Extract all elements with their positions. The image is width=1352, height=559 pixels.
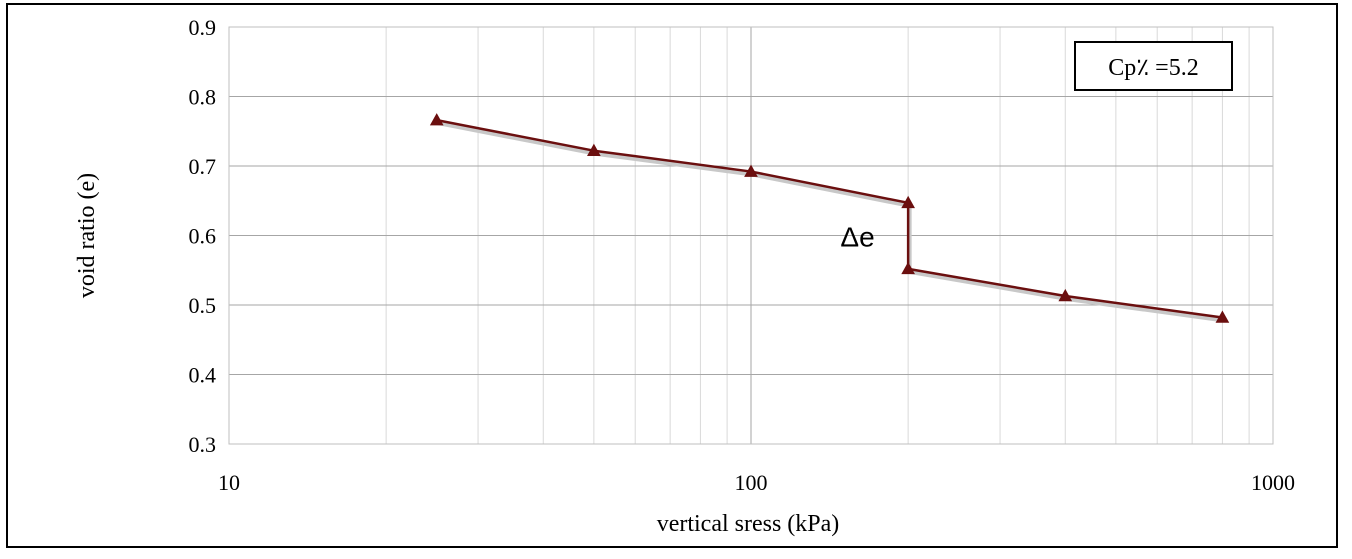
x-tick-label: 1000 [1251,470,1295,495]
y-tick-label: 0.5 [189,293,217,318]
data-point [901,261,915,275]
y-tick-label: 0.6 [189,224,217,249]
plot-area [228,26,1274,445]
cp-box-label: Cp٪ =5.2 [1108,55,1198,81]
y-tick-label: 0.4 [189,363,217,388]
series-shadow [437,121,1225,323]
delta-e-annotation: Δe [840,222,874,253]
series-line [436,118,1223,319]
data-point [429,113,444,126]
data-point [1058,288,1073,302]
y-axis-title: void ratio (e) [74,173,100,298]
x-tick-label: 100 [735,470,768,495]
data-point [744,164,758,177]
x-axis-title: vertical sress (kPa) [657,511,840,537]
y-tick-label: 0.9 [189,15,217,40]
data-point [1215,310,1230,323]
x-axis-ticks: 10 100 1000 [218,470,1295,495]
y-tick-label: 0.8 [189,85,217,110]
data-point [901,195,915,209]
y-axis-ticks: 0.3 0.4 0.5 0.6 0.7 0.8 0.9 [189,15,217,457]
data-point [587,143,601,157]
cp-box-border [1074,41,1233,91]
series-layer [429,113,1230,323]
cp-legend-box: Cp٪ =5.2 [1074,41,1233,91]
y-tick-label: 0.3 [189,432,217,457]
x-tick-label: 10 [218,470,240,495]
y-tick-label: 0.7 [189,154,217,179]
